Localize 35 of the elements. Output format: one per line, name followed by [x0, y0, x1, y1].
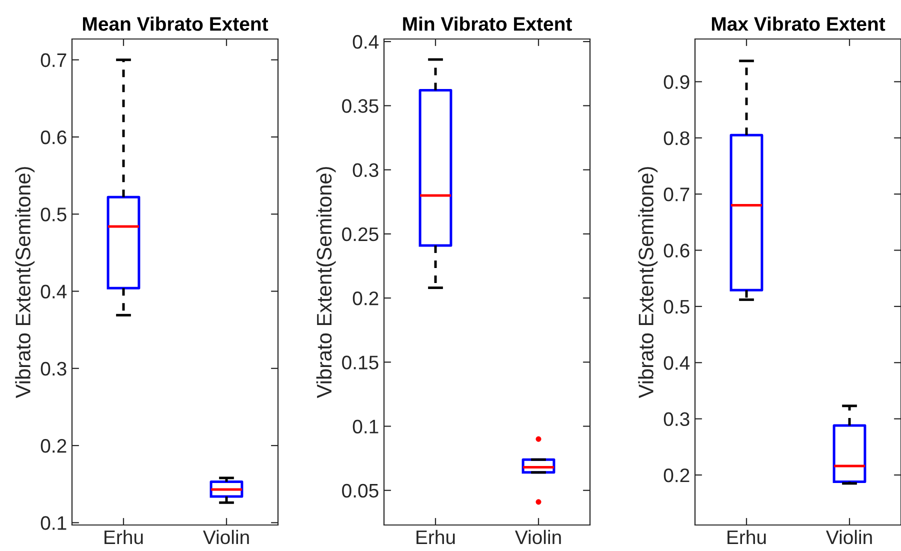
x-tick-label: Erhu [416, 530, 455, 544]
y-tick-label: 0.6 [664, 244, 690, 258]
x-tick-label: Violin [514, 530, 561, 544]
y-tick-label: 0.4 [40, 284, 67, 298]
chart-title: Mean Vibrato Extent [83, 16, 268, 31]
y-tick-label: 0.35 [342, 99, 378, 113]
y-tick-label: 0.1 [352, 420, 378, 434]
y-axis-title: Vibrato Extent(Semitone) [638, 167, 658, 398]
y-tick-label: 0.3 [40, 362, 66, 376]
y-tick-label: 0.5 [40, 208, 66, 222]
chart-title: Max Vibrato Extent [712, 16, 886, 31]
y-tick-label: 0.15 [342, 356, 378, 370]
y-tick-label: 0.6 [40, 130, 66, 144]
y-tick-label: 0.8 [664, 131, 690, 146]
x-tick-label: Erhu [104, 530, 143, 544]
y-tick-label: 0.2 [664, 468, 690, 482]
y-tick-label: 0.05 [342, 484, 378, 498]
x-tick-label: Erhu [728, 530, 766, 544]
y-tick-label: 0.1 [40, 516, 66, 530]
y-tick-label: 0.2 [352, 291, 378, 306]
y-tick-label: 0.7 [664, 188, 690, 202]
y-tick-label: 0.5 [664, 300, 690, 314]
y-tick-label: 0.3 [352, 163, 378, 178]
x-tick-label: Violin [202, 530, 249, 544]
y-tick-label: 0.4 [664, 356, 690, 370]
y-tick-label: 0.4 [352, 35, 379, 49]
chart-title: Min Vibrato Extent [403, 16, 572, 31]
y-tick-label: 0.7 [40, 53, 66, 68]
x-tick-label: Violin [826, 530, 872, 544]
y-tick-label: 0.9 [664, 75, 690, 89]
y-axis-title: Vibrato Extent(Semitone) [316, 167, 336, 398]
y-tick-label: 0.3 [664, 412, 690, 426]
y-tick-label: 0.2 [40, 439, 66, 453]
y-axis-title: Vibrato Extent(Semitone) [15, 167, 35, 398]
y-tick-label: 0.25 [342, 227, 378, 242]
